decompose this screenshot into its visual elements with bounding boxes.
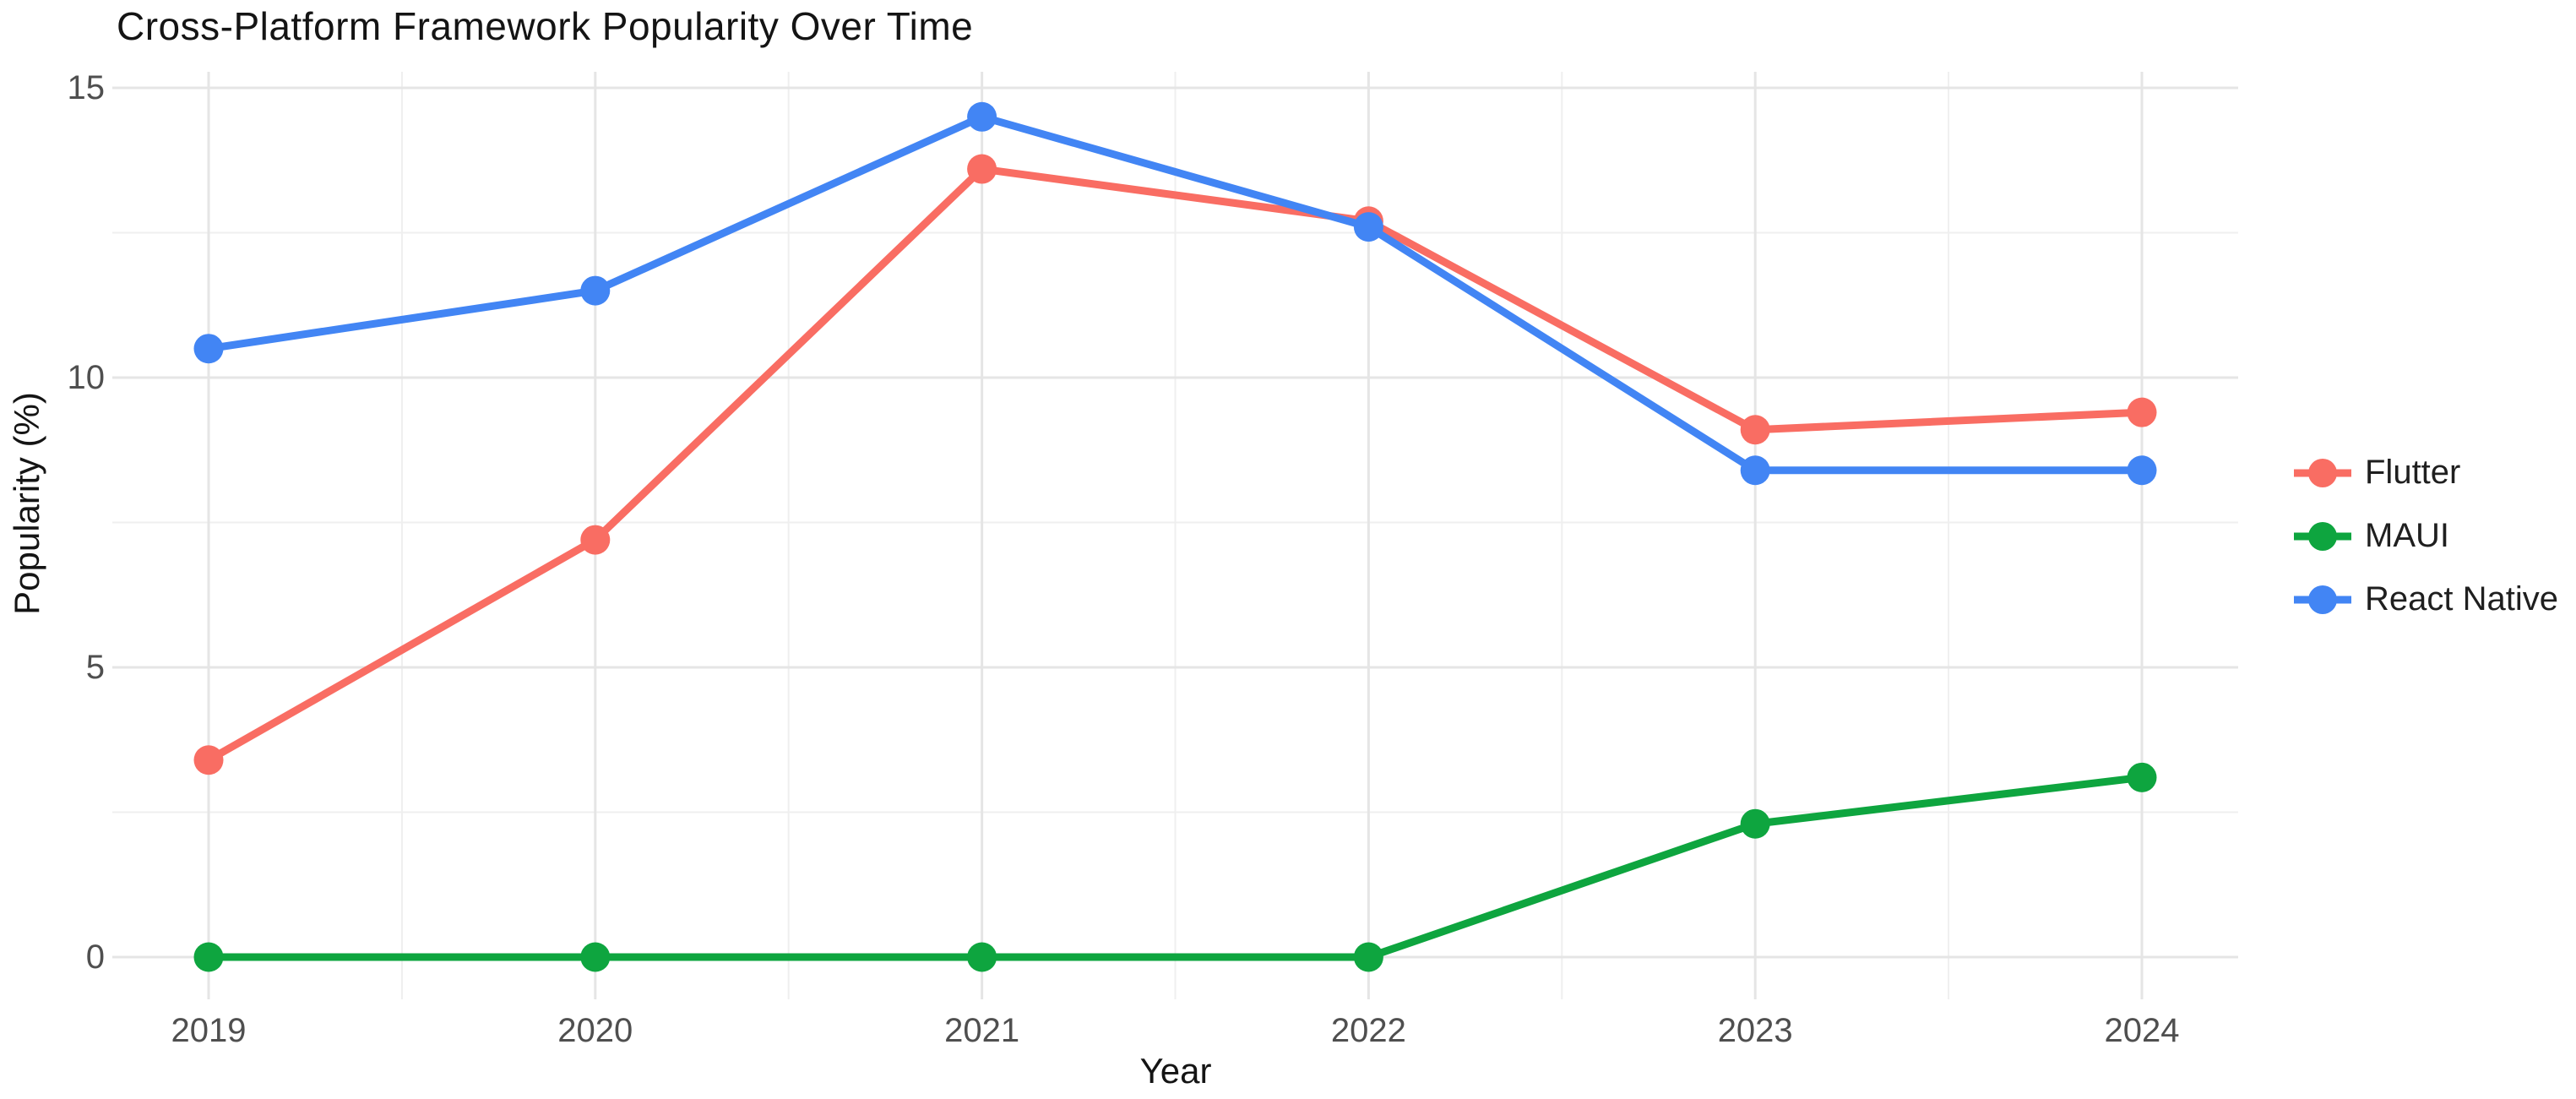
- x-tick-label: 2019: [171, 1012, 247, 1049]
- series-line-flutter: [206, 165, 2143, 764]
- y-tick-label: 0: [85, 939, 105, 976]
- data-point-react-native: [1740, 455, 1770, 486]
- legend-label: MAUI: [2365, 517, 2449, 554]
- x-axis-title: Year: [1139, 1051, 1212, 1091]
- data-point-react-native: [193, 334, 224, 364]
- x-tick-label: 2020: [557, 1012, 633, 1049]
- x-tick-label: 2022: [1330, 1012, 1406, 1049]
- legend-marker-icon: [2294, 521, 2351, 551]
- data-point-react-native: [2127, 455, 2157, 486]
- chart-title: Cross-Platform Framework Popularity Over…: [117, 4, 974, 48]
- legend-item-maui: MAUI: [2294, 504, 2558, 568]
- series-line-maui: [209, 773, 2143, 961]
- y-tick-label: 5: [85, 649, 105, 686]
- series-line-react-native: [208, 112, 2142, 475]
- y-tick-label: 10: [67, 359, 106, 396]
- legend: Flutter MAUI React Native: [2294, 441, 2558, 631]
- data-point-maui: [1740, 808, 1770, 839]
- legend-item-flutter: Flutter: [2294, 441, 2558, 504]
- data-point-maui: [580, 942, 611, 972]
- data-point-flutter: [2127, 397, 2157, 427]
- data-point-maui: [967, 942, 997, 972]
- data-point-react-native: [967, 101, 997, 132]
- legend-label: React Native: [2365, 580, 2558, 618]
- legend-marker-icon: [2294, 585, 2351, 614]
- x-tick-label: 2023: [1717, 1012, 1793, 1049]
- data-point-flutter: [967, 154, 997, 184]
- y-tick-label: 15: [67, 69, 106, 106]
- legend-label: Flutter: [2365, 454, 2461, 491]
- data-point-maui: [193, 942, 224, 972]
- data-point-flutter: [1740, 415, 1770, 445]
- legend-marker-icon: [2294, 458, 2351, 487]
- data-point-flutter: [193, 745, 224, 775]
- x-tick-label: 2021: [944, 1012, 1020, 1049]
- data-point-react-native: [1353, 212, 1383, 242]
- data-point-react-native: [580, 275, 611, 306]
- legend-item-react-native: React Native: [2294, 568, 2558, 631]
- data-point-flutter: [580, 525, 611, 555]
- x-tick-label: 2024: [2104, 1012, 2180, 1049]
- data-point-maui: [1353, 942, 1383, 972]
- y-axis-title: Popularity (%): [7, 392, 46, 615]
- data-point-maui: [2127, 762, 2157, 792]
